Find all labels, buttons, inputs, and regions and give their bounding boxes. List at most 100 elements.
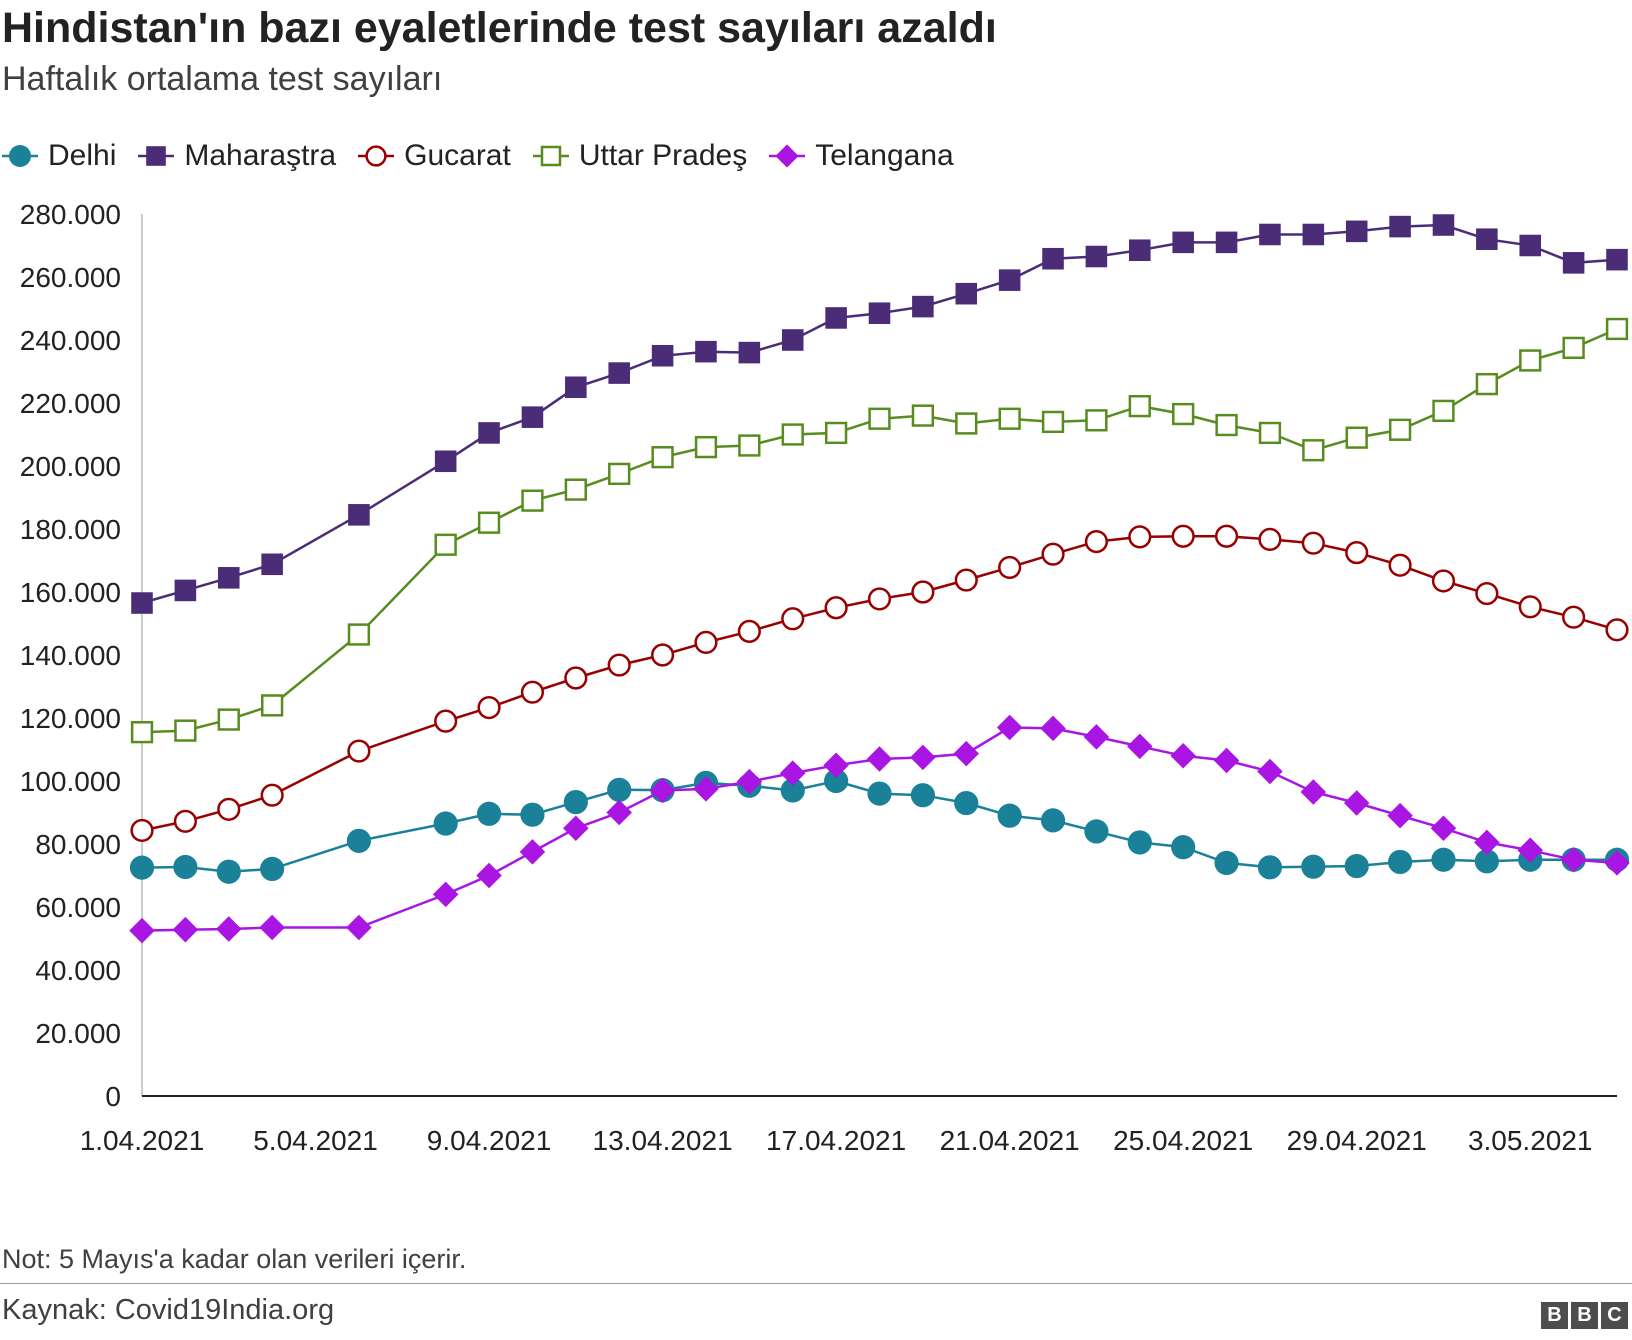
y-tick-label: 260.000 — [20, 262, 121, 293]
data-point — [260, 856, 285, 881]
data-point — [1128, 395, 1151, 418]
legend-item: Gucarat — [356, 139, 511, 173]
data-point — [260, 694, 284, 717]
data-point — [1258, 421, 1282, 445]
legend-label: Maharaştra — [184, 139, 337, 172]
data-point — [1127, 830, 1152, 855]
data-point — [1042, 247, 1064, 270]
data-point — [520, 680, 545, 704]
data-point — [347, 623, 371, 646]
data-point — [954, 790, 979, 816]
data-point — [173, 854, 198, 880]
data-point — [824, 421, 848, 445]
chart-title: Hindistan'ın bazı eyaletlerinde test say… — [2, 4, 997, 52]
data-point — [563, 790, 588, 815]
data-point — [955, 282, 978, 305]
y-tick-label: 180.000 — [20, 514, 121, 545]
data-point — [1300, 779, 1327, 805]
data-point — [996, 714, 1023, 741]
data-point — [1258, 527, 1282, 551]
data-point — [563, 815, 589, 842]
data-point — [1127, 733, 1153, 760]
data-point — [651, 446, 674, 469]
data-point — [736, 768, 763, 795]
data-point — [129, 855, 155, 880]
data-point — [955, 412, 978, 435]
data-point — [953, 740, 980, 767]
data-point — [478, 422, 500, 444]
data-point — [1430, 815, 1457, 842]
bbc-logo-letter: C — [1601, 1302, 1628, 1329]
data-point — [131, 592, 153, 614]
data-point — [519, 839, 546, 865]
data-point — [1084, 819, 1109, 844]
data-point — [477, 696, 501, 720]
x-tick-label: 3.05.2021 — [1468, 1125, 1593, 1156]
data-point — [1215, 413, 1238, 437]
data-point — [346, 828, 372, 853]
data-point — [432, 881, 459, 908]
data-point — [1431, 847, 1456, 872]
data-point — [564, 478, 587, 501]
data-point — [825, 307, 847, 329]
data-point — [216, 916, 242, 942]
y-tick-label: 0 — [105, 1081, 121, 1112]
bbc-logo-letter: B — [1541, 1302, 1568, 1329]
data-point — [1431, 569, 1456, 593]
data-point — [130, 721, 154, 744]
data-point — [1606, 248, 1628, 271]
data-point — [1128, 525, 1152, 549]
data-point — [606, 799, 632, 826]
series-line — [141, 327, 1618, 734]
data-point — [1040, 715, 1066, 742]
data-point — [1041, 410, 1065, 434]
series-square — [131, 214, 1628, 614]
x-tick-label: 13.04.2021 — [593, 1125, 733, 1156]
series-hollow-square — [130, 317, 1629, 744]
data-point — [565, 376, 587, 399]
legend-marker — [9, 145, 31, 167]
data-point — [779, 760, 806, 786]
data-point — [911, 404, 935, 427]
data-point — [910, 783, 935, 808]
data-point — [259, 914, 285, 941]
x-tick-label: 29.04.2021 — [1287, 1125, 1427, 1156]
footer-divider — [0, 1283, 1632, 1284]
line-chart: 0 20.000 40.000 60.000 80.000 100.000 120.000 1… — [20, 200, 1630, 1156]
data-point — [564, 666, 588, 690]
y-tick-label: 40.000 — [35, 955, 121, 986]
data-point — [868, 407, 891, 430]
data-point — [346, 914, 372, 941]
legend-item: Uttar Pradeş — [531, 139, 747, 173]
data-point — [1301, 531, 1325, 555]
data-point — [130, 818, 154, 843]
data-point — [912, 295, 934, 318]
x-tick-label: 9.04.2021 — [427, 1125, 552, 1156]
data-point — [608, 362, 630, 384]
data-point — [824, 768, 849, 794]
y-tick-label: 200.000 — [20, 451, 121, 482]
data-point — [260, 783, 284, 807]
data-point — [1388, 418, 1412, 441]
data-point — [216, 859, 241, 884]
legend-label: Uttar Pradeş — [578, 139, 748, 172]
data-point — [738, 341, 761, 364]
data-point — [997, 803, 1022, 828]
data-point — [781, 607, 805, 631]
data-point — [1041, 542, 1065, 566]
data-point — [174, 719, 197, 742]
data-point — [217, 567, 240, 589]
data-point — [607, 777, 632, 802]
data-point — [521, 406, 544, 428]
data-point — [520, 802, 545, 827]
data-point — [1562, 605, 1586, 629]
data-point — [1213, 747, 1240, 774]
data-point — [1040, 808, 1066, 833]
data-point — [780, 778, 805, 803]
data-point — [1172, 231, 1194, 254]
data-point — [1389, 215, 1411, 238]
data-point — [217, 797, 241, 821]
data-point — [1214, 524, 1239, 548]
data-point — [1171, 524, 1195, 548]
data-point — [261, 553, 283, 576]
